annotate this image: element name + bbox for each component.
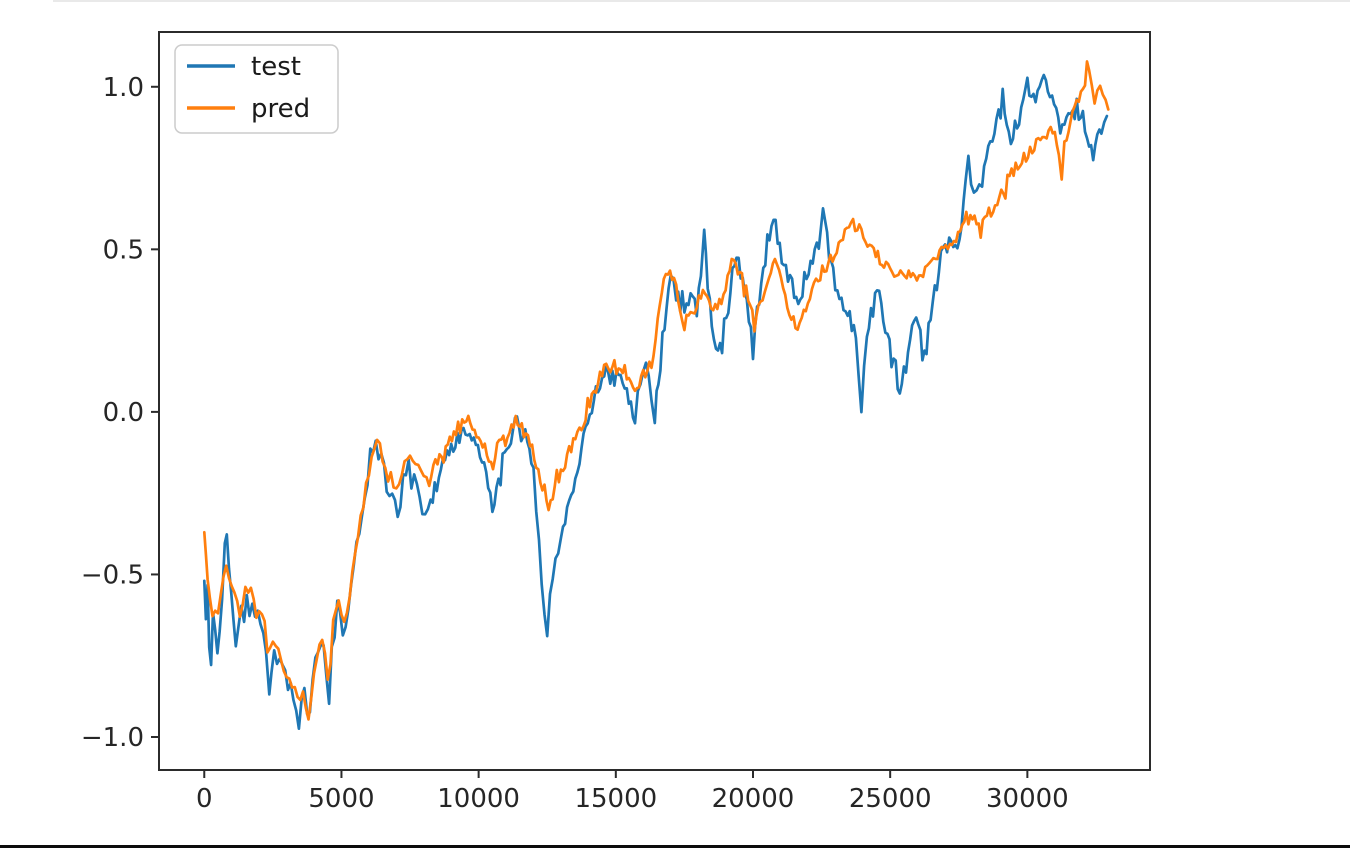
x-tick-label: 30000 xyxy=(986,784,1069,814)
series-line-test xyxy=(202,73,1109,731)
bottom-border-line xyxy=(0,845,1350,848)
series-group xyxy=(202,60,1110,731)
y-tick-label: 1.0 xyxy=(103,73,144,103)
top-border-line xyxy=(53,0,1350,2)
x-axis: 0 5000 10000 15000 20000 25000 30000 xyxy=(196,770,1069,814)
legend: test pred xyxy=(174,44,339,134)
x-tick-label: 5000 xyxy=(308,784,374,814)
y-tick-label: −0.5 xyxy=(81,560,144,590)
y-tick-label: 0.0 xyxy=(103,398,144,428)
y-tick-label: 0.5 xyxy=(103,235,144,265)
x-tick-label: 20000 xyxy=(712,784,795,814)
y-tick-label: −1.0 xyxy=(81,723,144,753)
legend-label-pred: pred xyxy=(251,94,310,124)
legend-label-test: test xyxy=(251,52,301,82)
x-tick-label: 10000 xyxy=(437,784,520,814)
x-tick-label: 15000 xyxy=(574,784,657,814)
x-tick-label: 0 xyxy=(196,784,213,814)
x-tick-label: 25000 xyxy=(849,784,932,814)
series-line-pred xyxy=(202,60,1110,721)
plot-border xyxy=(158,31,1151,771)
y-axis: 1.0 0.5 0.0 −0.5 −1.0 xyxy=(81,73,159,753)
